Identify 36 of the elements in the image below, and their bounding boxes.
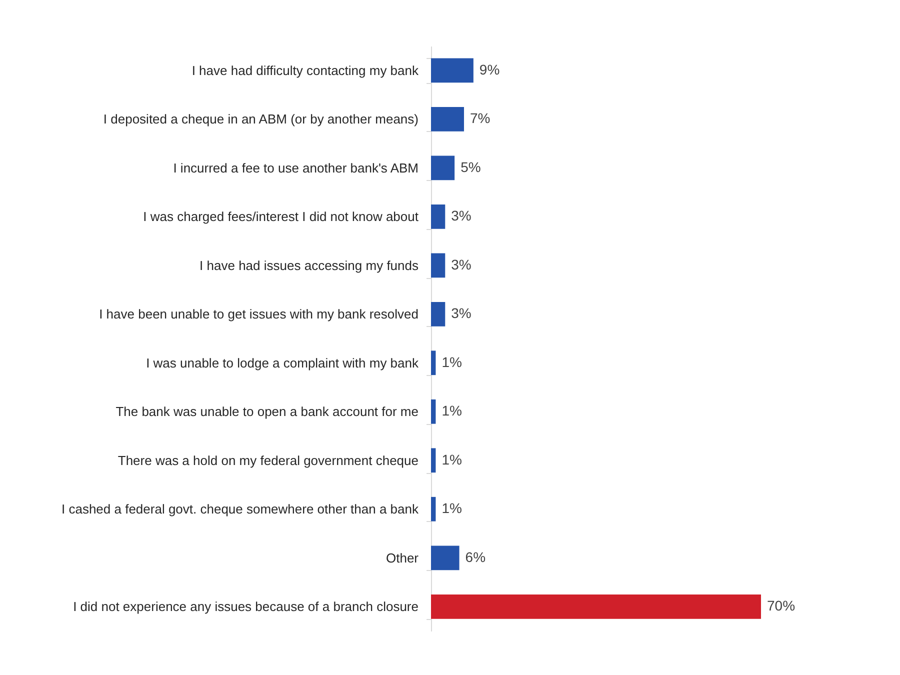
- y-tick-label: Other: [386, 550, 420, 566]
- y-tick-label: I have had issues accessing my funds: [200, 258, 419, 273]
- data-label: 1%: [442, 500, 462, 516]
- y-tick-label: I have had difficulty contacting my bank: [192, 62, 419, 78]
- data-label: 1%: [442, 451, 462, 468]
- bar: [431, 58, 474, 83]
- bar: [431, 546, 460, 570]
- data-label: 7%: [470, 110, 490, 126]
- y-tick-label: I incurred a fee to use another bank's ABM: [173, 160, 418, 176]
- y-tick-label: There was a hold on my federal government cheque: [118, 452, 418, 468]
- bar: [431, 350, 436, 376]
- bar: [431, 399, 436, 424]
- data-label: 9%: [479, 61, 500, 78]
- y-tick-label: I did not experience any issues because of a branch closure: [73, 599, 418, 614]
- data-label: 3%: [451, 305, 472, 322]
- y-tick-label: I deposited a cheque in an ABM (or by another means): [103, 112, 418, 127]
- data-label: 70%: [767, 598, 796, 614]
- bar: [431, 156, 455, 180]
- bar: [431, 302, 446, 326]
- bar: [431, 594, 761, 619]
- data-label: 6%: [465, 548, 486, 565]
- bar: [431, 204, 446, 229]
- bar: [431, 496, 436, 522]
- bar: [431, 253, 446, 278]
- bar: [431, 448, 436, 473]
- data-label: 3%: [451, 208, 472, 224]
- data-label: 3%: [451, 256, 472, 272]
- bar: [431, 106, 464, 132]
- y-tick-label: The bank was unable to open a bank account for me: [116, 404, 418, 420]
- y-tick-label: I was unable to lodge a complaint with my bank: [146, 355, 419, 370]
- data-label: 1%: [442, 402, 462, 419]
- y-tick-label: I have been unable to get issues with my bank resolved: [99, 306, 418, 322]
- y-tick-label: I cashed a federal govt. cheque somewhere other than a bank: [61, 502, 419, 517]
- data-label: 5%: [460, 158, 481, 175]
- y-tick-label: I was charged fees/interest I did not know about: [143, 209, 419, 224]
- data-label: 1%: [442, 354, 462, 370]
